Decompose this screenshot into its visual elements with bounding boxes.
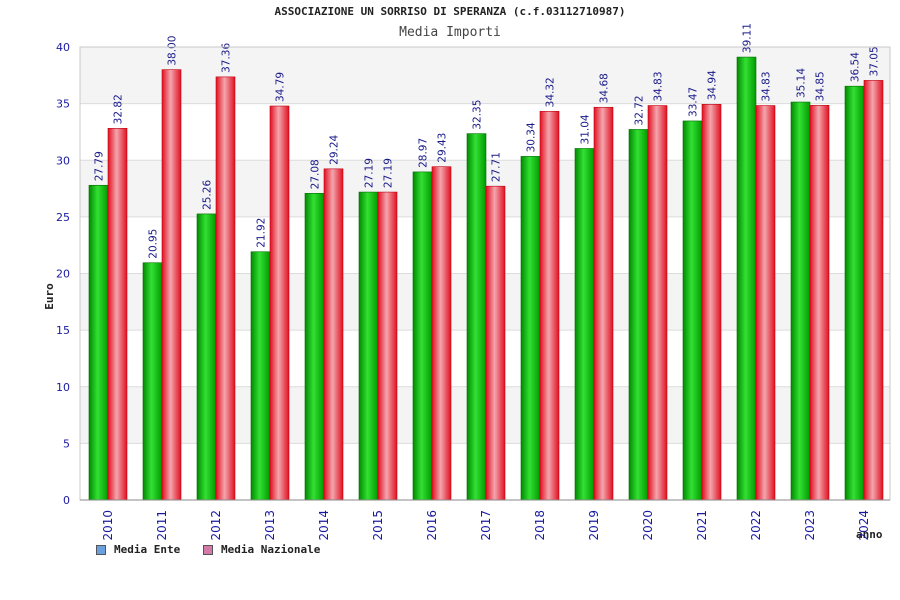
data-label-media-ente-2020: 32.72: [634, 95, 646, 125]
data-label-media-nazionale-2013: 34.79: [275, 72, 287, 102]
x-tick-label: 2020: [641, 510, 655, 541]
data-label-media-ente-2019: 31.04: [580, 114, 592, 144]
data-label-media-nazionale-2012: 37.36: [221, 43, 233, 73]
y-tick-label: 10: [56, 381, 70, 394]
x-axis-label: anno: [856, 528, 883, 541]
x-tick-label: 2011: [155, 510, 169, 541]
bar-media-ente-2021: [682, 120, 703, 501]
bar-media-ente-2013: [250, 251, 271, 501]
bar-media-ente-2020: [628, 129, 649, 501]
bar-media-ente-2011: [142, 262, 163, 501]
bar-media-ente-2012: [196, 213, 217, 501]
data-label-media-ente-2011: 20.95: [148, 229, 160, 259]
y-tick-label: 25: [56, 211, 70, 224]
bar-media-nazionale-2016: [431, 166, 452, 501]
data-label-media-nazionale-2023: 34.85: [815, 71, 827, 101]
data-label-media-nazionale-2016: 29.43: [437, 133, 449, 163]
data-label-media-ente-2018: 30.34: [526, 122, 538, 152]
data-label-media-ente-2015: 27.19: [364, 158, 376, 188]
y-tick-label: 35: [56, 98, 70, 111]
bar-media-nazionale-2022: [755, 105, 776, 501]
data-label-media-nazionale-2020: 34.83: [653, 71, 665, 101]
data-label-media-nazionale-2024: 37.05: [869, 46, 881, 76]
bar-media-nazionale-2015: [377, 191, 398, 501]
bar-media-ente-2010: [88, 184, 109, 501]
x-tick-label: 2014: [317, 510, 331, 541]
bar-media-ente-2019: [574, 148, 595, 501]
bar-media-ente-2023: [790, 101, 811, 501]
data-label-media-nazionale-2015: 27.19: [383, 158, 395, 188]
bar-media-nazionale-2011: [161, 69, 182, 501]
data-label-media-nazionale-2019: 34.68: [599, 73, 611, 103]
x-tick-label: 2019: [587, 510, 601, 541]
y-tick-label: 20: [56, 268, 70, 281]
data-label-media-ente-2017: 32.35: [472, 100, 484, 130]
bar-media-ente-2018: [520, 156, 541, 501]
x-tick-label: 2017: [479, 510, 493, 541]
data-label-media-ente-2014: 27.08: [310, 159, 322, 189]
bar-media-nazionale-2023: [809, 105, 830, 501]
chart-subtitle: Media Importi: [399, 25, 501, 40]
bar-media-ente-2024: [844, 85, 865, 501]
data-label-media-ente-2021: 33.47: [688, 87, 700, 117]
legend-item-media-nazionale: Media Nazionale: [203, 543, 320, 556]
x-tick-label: 2018: [533, 510, 547, 541]
bar-media-ente-2017: [466, 133, 487, 501]
data-label-media-ente-2022: 39.11: [742, 23, 754, 53]
bar-media-nazionale-2010: [107, 128, 128, 501]
bar-media-nazionale-2018: [539, 111, 560, 501]
bar-media-nazionale-2014: [323, 168, 344, 501]
x-tick-label: 2015: [371, 510, 385, 541]
x-tick-label: 2016: [425, 510, 439, 541]
y-tick-label: 15: [56, 324, 70, 337]
x-tick-label: 2021: [695, 510, 709, 541]
bar-media-nazionale-2012: [215, 76, 236, 501]
data-label-media-ente-2010: 27.79: [94, 151, 106, 181]
bar-media-nazionale-2019: [593, 106, 614, 501]
data-label-media-nazionale-2014: 29.24: [329, 134, 341, 164]
bar-media-ente-2016: [412, 171, 433, 501]
legend-label-media-nazionale: Media Nazionale: [221, 543, 321, 556]
data-label-media-nazionale-2018: 34.32: [545, 77, 557, 107]
x-tick-label: 2013: [263, 510, 277, 541]
data-label-media-nazionale-2022: 34.83: [761, 71, 773, 101]
y-tick-label: 0: [63, 494, 70, 507]
y-tick-label: 30: [56, 154, 70, 167]
y-tick-label: 40: [56, 41, 70, 54]
data-label-media-nazionale-2021: 34.94: [707, 70, 719, 100]
data-label-media-ente-2012: 25.26: [202, 180, 214, 210]
data-label-media-nazionale-2017: 27.71: [491, 152, 503, 182]
legend-item-media-ente: Media Ente: [96, 543, 180, 556]
legend-label-media-ente: Media Ente: [114, 543, 181, 556]
bar-media-nazionale-2013: [269, 105, 290, 501]
y-tick-label: 5: [63, 437, 70, 450]
x-tick-label: 2012: [209, 510, 223, 541]
bar-media-ente-2022: [736, 56, 757, 501]
x-tick-label: 2023: [803, 510, 817, 541]
data-label-media-ente-2024: 36.54: [850, 52, 862, 82]
data-label-media-ente-2013: 21.92: [256, 218, 268, 248]
chart-title: ASSOCIAZIONE UN SORRISO DI SPERANZA (c.f…: [274, 5, 626, 18]
data-label-media-ente-2023: 35.14: [796, 68, 808, 98]
legend-swatch-media-ente: [96, 544, 106, 555]
bar-media-nazionale-2017: [485, 185, 506, 501]
bar-media-ente-2015: [358, 191, 379, 501]
bar-media-nazionale-2021: [701, 104, 722, 501]
bar-media-nazionale-2020: [647, 105, 668, 501]
bar-media-ente-2014: [304, 193, 325, 501]
x-tick-label: 2024: [857, 510, 871, 541]
bar-media-nazionale-2024: [863, 80, 884, 501]
data-label-media-nazionale-2010: 32.82: [113, 94, 125, 124]
data-label-media-nazionale-2011: 38.00: [167, 36, 179, 66]
x-tick-label: 2010: [101, 510, 115, 541]
data-label-media-ente-2016: 28.97: [418, 138, 430, 168]
legend-swatch-media-nazionale: [203, 544, 213, 555]
x-tick-label: 2022: [749, 510, 763, 541]
